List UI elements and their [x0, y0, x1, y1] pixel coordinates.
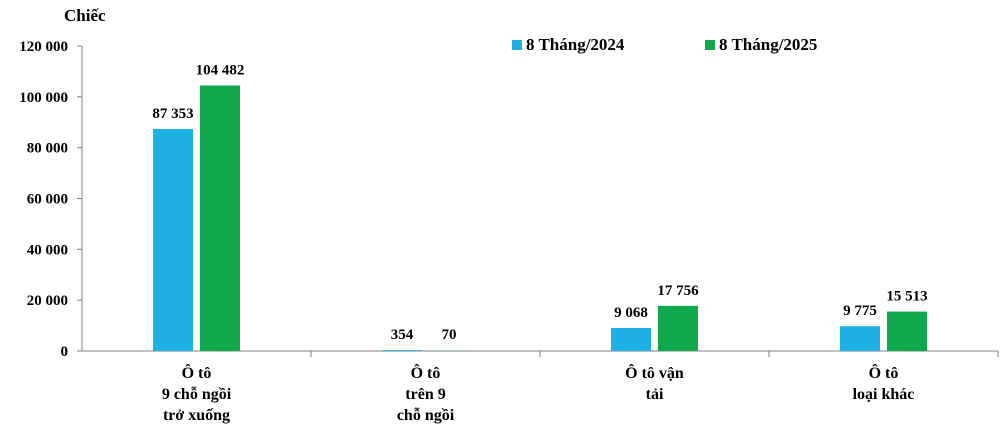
y-tick-label: 0 [61, 344, 69, 360]
data-label: 104 482 [196, 62, 245, 78]
bar-2-4 [887, 311, 927, 351]
y-tick-label: 60 000 [27, 192, 68, 208]
y-tick-label: 80 000 [27, 141, 68, 157]
y-tick-label: 120 000 [19, 39, 68, 55]
y-tick-label: 40 000 [27, 242, 68, 258]
x-category-label: Ô tô [411, 363, 441, 382]
x-category-label: tải [646, 386, 664, 403]
x-category-label: Ô tô [869, 363, 899, 382]
x-category-label: chỗ ngồi [397, 407, 455, 424]
x-category-label: Ô tô [182, 363, 212, 382]
y-tick-label: 20 000 [27, 293, 68, 309]
data-label: 17 756 [657, 283, 699, 299]
data-label: 15 513 [886, 289, 927, 305]
data-label: 354 [391, 327, 414, 343]
legend-swatch-2 [705, 40, 715, 50]
y-tick-label: 100 000 [19, 90, 68, 106]
data-label: 9 068 [614, 305, 648, 321]
bar-1-4 [840, 326, 880, 351]
unit-label: Chiếc [64, 6, 106, 25]
data-label: 9 775 [843, 303, 877, 319]
bar-2-3 [658, 305, 698, 351]
legend-label-2: 8 Tháng/2025 [719, 35, 817, 54]
x-category-label: loại khác [853, 386, 915, 403]
x-category-label: 9 chỗ ngồi [162, 386, 232, 403]
x-category-label: trên 9 [405, 386, 445, 403]
x-category-label: trở xuống [163, 407, 230, 424]
legend-label-1: 8 Tháng/2024 [526, 35, 625, 54]
bar-2-1 [200, 85, 240, 351]
bar-1-1 [153, 128, 193, 351]
data-label: 87 353 [152, 106, 193, 122]
bar-1-3 [611, 327, 651, 351]
data-label: 70 [442, 327, 457, 343]
legend-swatch-1 [512, 40, 522, 50]
bar-1-2 [382, 350, 422, 351]
x-category-label: Ô tô vận [625, 363, 684, 382]
